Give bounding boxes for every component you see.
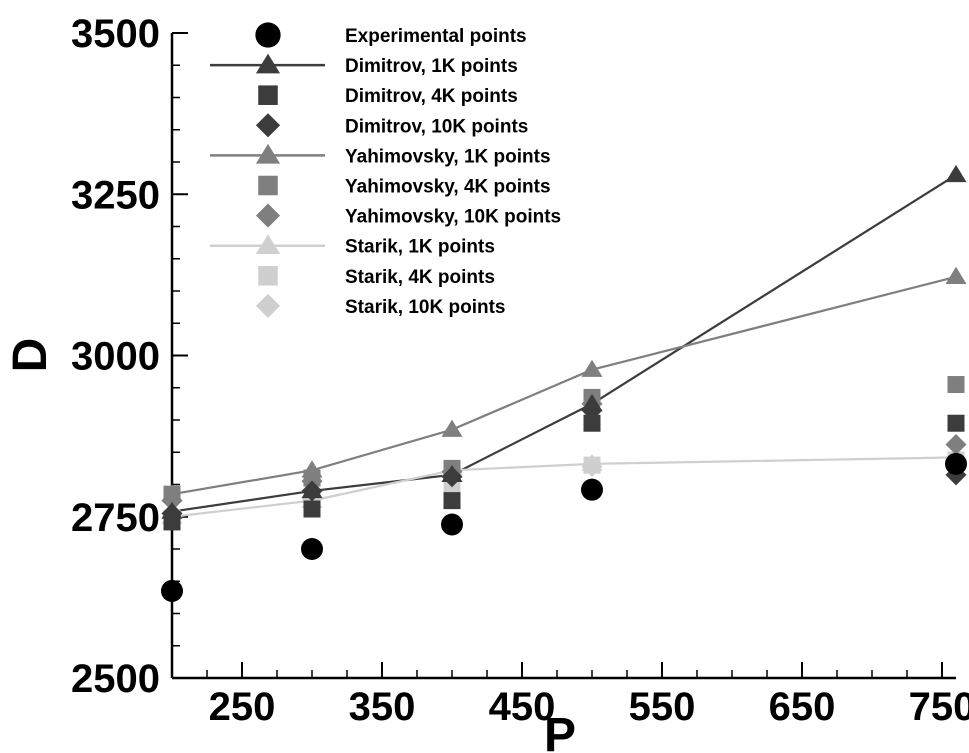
legend-square-marker	[258, 85, 278, 105]
y-axis-title: D	[4, 338, 57, 373]
legend-label: Dimitrov, 1K points	[345, 56, 518, 77]
y-tick-label: 2500	[71, 657, 160, 701]
point-triangle-series-7	[581, 453, 603, 472]
legend-triangle-marker	[255, 234, 281, 254]
legend-diamond-marker	[255, 293, 281, 318]
point-square-series-2	[443, 492, 461, 510]
legend-label: Experimental points	[345, 26, 527, 47]
legend-item: Dimitrov, 1K points	[210, 53, 518, 77]
x-tick-label: 750	[909, 685, 969, 729]
y-tick-label: 3000	[71, 335, 160, 379]
point-square-series-5	[947, 376, 965, 394]
legend-item: Starik, 4K points	[258, 266, 495, 288]
point-triangle-series-4	[301, 460, 323, 478]
x-tick-label: 650	[769, 685, 836, 729]
series-line-7	[171, 456, 957, 518]
point-triangle-series-4	[161, 484, 183, 502]
legend: Experimental points Dimitrov, 1K points Di…	[210, 22, 561, 318]
point-triangle-series-1	[161, 501, 183, 519]
x-tick-label: 350	[349, 685, 416, 729]
series-line-4	[171, 275, 957, 496]
legend-item: Yahimovsky, 10K points	[255, 203, 561, 228]
point-square-series-2	[947, 414, 965, 432]
point-circle-series-0	[581, 478, 603, 501]
axes	[170, 32, 956, 680]
legend-label: Starik, 1K points	[345, 237, 495, 258]
point-square-series-2	[303, 500, 321, 518]
legend-square-marker	[258, 175, 278, 196]
point-circle-series-0	[301, 538, 323, 560]
legend-label: Dimitrov, 10K points	[345, 116, 528, 137]
y-tick-label: 2750	[71, 496, 160, 540]
x-tick-labels: 250 350 450 550 650 750	[209, 685, 969, 729]
legend-item: Starik, 10K points	[255, 293, 506, 318]
point-triangle-series-1	[945, 164, 967, 183]
legend-triangle-marker	[255, 143, 281, 164]
legend-label: Starik, 10K points	[345, 297, 506, 318]
y-tick-label: 3250	[71, 173, 160, 217]
legend-label: Yahimovsky, 10K points	[345, 207, 561, 228]
legend-circle-marker	[255, 22, 281, 48]
plot-series	[161, 164, 967, 602]
x-tick-label: 250	[209, 685, 276, 729]
legend-item: Starik, 1K points	[210, 234, 495, 258]
series-line-1	[171, 173, 957, 513]
y-tick-label: 3500	[71, 12, 160, 56]
point-circle-series-0	[161, 579, 183, 602]
legend-label: Yahimovsky, 4K points	[345, 177, 551, 198]
legend-item: Dimitrov, 4K points	[258, 85, 518, 107]
legend-label: Yahimovsky, 1K points	[345, 146, 551, 167]
legend-diamond-marker	[255, 113, 281, 138]
legend-item: Yahimovsky, 4K points	[258, 175, 551, 198]
x-tick-label: 550	[629, 685, 696, 729]
point-triangle-series-1	[581, 393, 603, 412]
point-diamond-series-6	[945, 434, 967, 456]
legend-item: Dimitrov, 10K points	[255, 113, 528, 138]
legend-label: Dimitrov, 4K points	[345, 86, 518, 107]
point-circle-series-0	[945, 452, 967, 475]
legend-item: Experimental points	[255, 22, 527, 48]
point-circle-series-0	[441, 513, 463, 536]
point-square-series-2	[583, 414, 601, 432]
legend-triangle-marker	[255, 53, 281, 74]
legend-item: Yahimovsky, 1K points	[210, 143, 551, 167]
point-triangle-series-1	[441, 464, 463, 483]
point-triangle-series-4	[441, 419, 463, 437]
series-markers	[161, 164, 967, 602]
y-tick-labels: 2500 2750 3000 3250 3500	[71, 12, 160, 701]
point-triangle-series-4	[581, 359, 603, 377]
point-triangle-series-4	[945, 266, 967, 285]
x-tick-label: 450	[489, 685, 556, 729]
legend-diamond-marker	[255, 203, 281, 228]
x-axis-title: P	[544, 709, 576, 753]
legend-label: Starik, 4K points	[345, 267, 495, 288]
legend-square-marker	[258, 266, 278, 286]
series-lines	[171, 173, 957, 518]
point-triangle-series-1	[301, 480, 323, 499]
